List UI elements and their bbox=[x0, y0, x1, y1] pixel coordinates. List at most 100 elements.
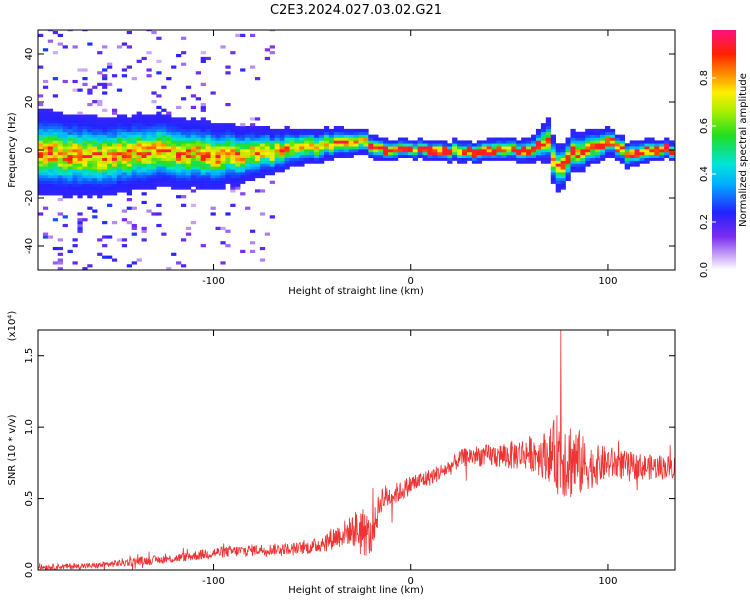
spectrogram-cell bbox=[373, 151, 379, 156]
spectrogram-cell bbox=[506, 137, 512, 141]
spectrogram-cell bbox=[427, 146, 433, 150]
spectrogram-cell bbox=[501, 137, 507, 141]
spectrogram-cell bbox=[102, 172, 108, 176]
spectrogram-cell bbox=[77, 172, 83, 176]
spectrogram-cell bbox=[121, 244, 128, 248]
spectrogram-cell bbox=[72, 180, 78, 184]
spectrogram-cell bbox=[62, 126, 68, 130]
spectrogram-cell bbox=[274, 140, 280, 144]
spectrogram-cell bbox=[373, 143, 379, 147]
spectrogram-cell bbox=[111, 183, 118, 187]
spectrogram-cell bbox=[126, 177, 132, 182]
spectrogram-cell bbox=[57, 267, 63, 270]
spectrogram-cell bbox=[575, 154, 581, 158]
spectrogram-cell bbox=[72, 79, 78, 84]
spectrogram-cell bbox=[407, 143, 414, 147]
spectrogram-cell bbox=[97, 140, 103, 144]
spectrogram-cell bbox=[107, 169, 113, 173]
spectrogram-cell bbox=[121, 180, 128, 184]
spectrogram-cell bbox=[274, 146, 280, 150]
spectrogram-cell bbox=[590, 151, 596, 156]
spectrogram-cell bbox=[195, 154, 201, 158]
spectrogram-cell bbox=[619, 154, 626, 158]
spectrogram-cell bbox=[565, 140, 571, 144]
spectrogram-cell bbox=[136, 117, 142, 121]
spectrogram-cell bbox=[72, 114, 78, 118]
spectrogram-cell bbox=[486, 157, 492, 161]
spectrogram-cell bbox=[274, 163, 280, 167]
spectrogram-cell bbox=[77, 169, 83, 173]
spectrogram-cell bbox=[343, 151, 349, 156]
spectrogram-cell bbox=[506, 140, 512, 144]
spectrogram-cell bbox=[121, 134, 128, 138]
spectrogram-cell bbox=[555, 169, 561, 173]
spectrogram-cell bbox=[126, 174, 132, 179]
spectrogram-cell bbox=[274, 160, 280, 164]
spectrogram-cell bbox=[62, 154, 68, 158]
spectrogram-cell bbox=[166, 140, 172, 144]
spectrogram-cell bbox=[254, 189, 261, 193]
spectrogram-cell bbox=[319, 128, 325, 133]
spectrogram-cell bbox=[254, 160, 261, 164]
spectrogram-cell bbox=[250, 169, 256, 173]
spectrogram-cell bbox=[151, 100, 157, 104]
spectrogram-cell bbox=[590, 146, 596, 150]
spectrogram-cell bbox=[220, 137, 226, 141]
spectrogram-cell bbox=[363, 151, 369, 156]
spectrogram-cell bbox=[47, 166, 54, 170]
spectrogram-cell bbox=[171, 120, 177, 124]
spectrogram-cell bbox=[422, 140, 428, 144]
spectrogram-cell bbox=[171, 177, 177, 182]
spectrogram-cell bbox=[609, 131, 616, 135]
spectrogram-cell bbox=[363, 137, 369, 141]
spectrogram-cell bbox=[235, 151, 241, 156]
spectrogram-cell bbox=[205, 131, 211, 135]
spectrogram-cell bbox=[210, 137, 216, 141]
spectrogram-cell bbox=[176, 131, 182, 135]
spectrogram-cell bbox=[447, 149, 453, 153]
spectrogram-cell bbox=[171, 140, 177, 144]
colorbar-tick-label: 0.4 bbox=[699, 166, 710, 182]
spectrogram-cell bbox=[210, 154, 216, 158]
spectrogram-cell bbox=[121, 209, 128, 213]
spectrogram-cell bbox=[200, 163, 206, 167]
spectrogram-cell bbox=[205, 172, 211, 176]
spectrogram-cell bbox=[171, 126, 177, 130]
spectrogram-cell bbox=[136, 59, 142, 63]
spectrogram-cell bbox=[269, 154, 275, 158]
spectrogram-cell bbox=[654, 154, 660, 158]
spectrogram-cell bbox=[250, 137, 256, 141]
spectrogram-cell bbox=[102, 255, 108, 259]
spectrogram-cell bbox=[294, 157, 300, 161]
spectrogram-cell bbox=[87, 102, 93, 107]
spectrogram-cell bbox=[220, 131, 226, 135]
spectrogram-cell bbox=[225, 157, 231, 161]
spectrogram-cell bbox=[323, 126, 330, 130]
spectrogram-cell bbox=[205, 149, 211, 153]
spectrogram-cell bbox=[531, 154, 537, 158]
spectrogram-cell bbox=[654, 151, 660, 156]
spectrogram-cell bbox=[373, 157, 379, 161]
spectrogram-cell bbox=[42, 79, 49, 84]
spectrogram-cell bbox=[195, 166, 201, 170]
spectrogram-cell bbox=[279, 140, 285, 144]
spectrogram-cell bbox=[294, 140, 300, 144]
spectrogram-cell bbox=[97, 252, 103, 256]
spectrogram-cell bbox=[111, 111, 118, 115]
spectrogram-cell bbox=[185, 172, 192, 176]
spectrogram-cell bbox=[180, 117, 187, 121]
spectrogram-cell bbox=[585, 149, 591, 153]
spectrogram-cell bbox=[67, 143, 73, 147]
spectrogram-cell bbox=[126, 65, 132, 69]
spectrogram-cell bbox=[57, 261, 63, 265]
spectrogram-cell bbox=[309, 131, 315, 135]
spectrogram-cell bbox=[259, 128, 266, 133]
spectrogram-cell bbox=[328, 146, 335, 150]
snr-ytick-label: 0.5 bbox=[24, 491, 35, 507]
spectrogram-cell bbox=[570, 166, 576, 170]
spectrogram-cell bbox=[92, 85, 98, 89]
spectrogram-cell bbox=[491, 151, 497, 156]
spectrogram-cell bbox=[52, 143, 59, 147]
spectrogram-cell bbox=[368, 146, 374, 150]
spectrogram-cell bbox=[225, 180, 231, 184]
